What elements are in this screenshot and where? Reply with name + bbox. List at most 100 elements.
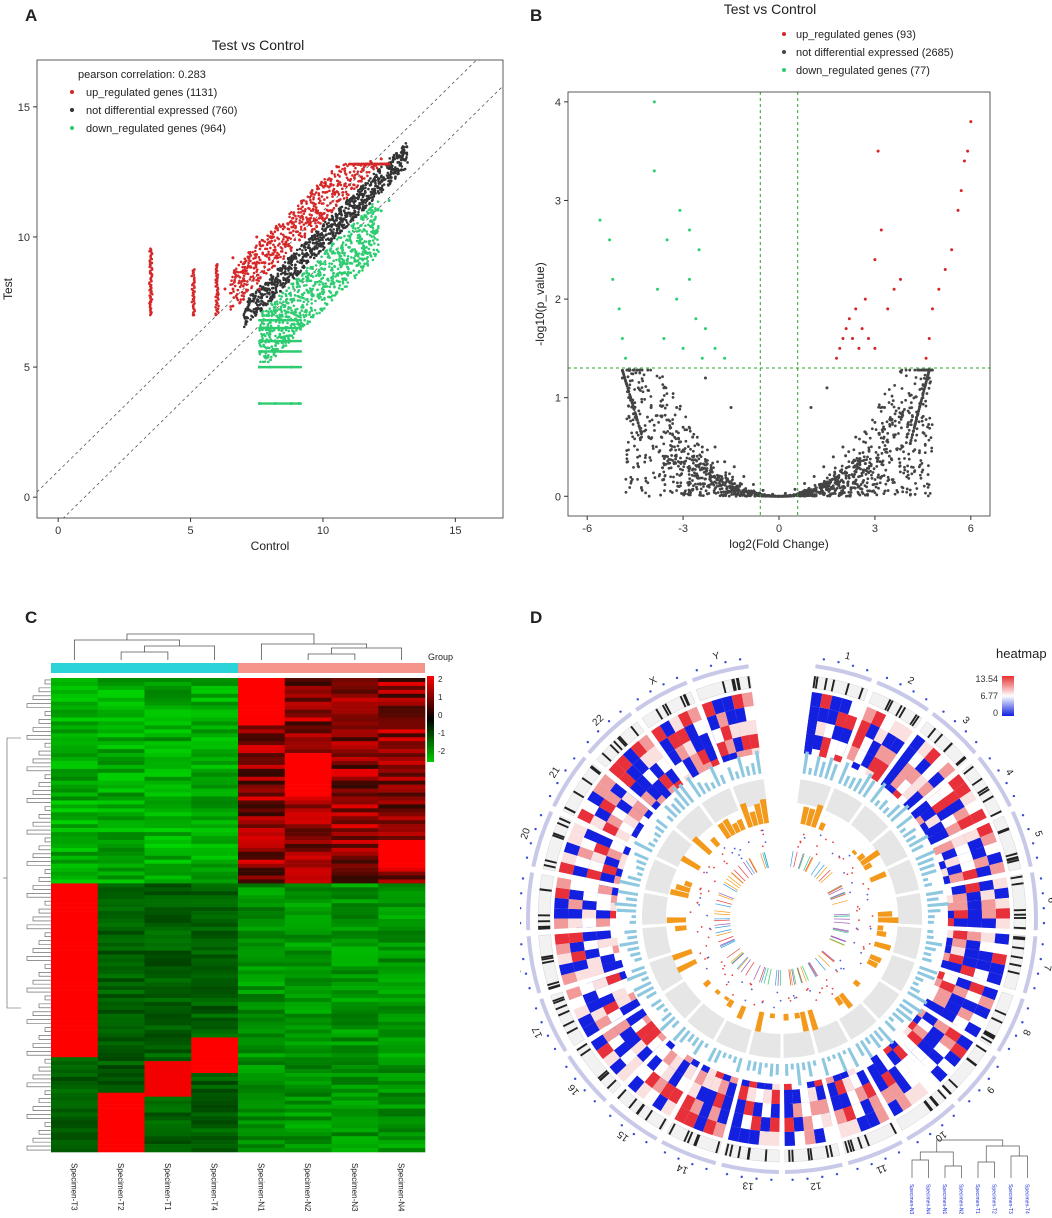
data-point — [713, 346, 717, 350]
data-point — [969, 120, 973, 124]
heatmap-cell — [284, 764, 332, 770]
data-point — [345, 258, 349, 262]
data-point — [254, 301, 258, 305]
data-point — [278, 294, 281, 298]
data-point — [720, 475, 724, 478]
heatmap-cell — [284, 689, 332, 695]
data-point — [234, 267, 238, 271]
data-point — [243, 279, 247, 283]
data-point — [285, 301, 288, 304]
data-point — [352, 205, 356, 209]
heatmap-cell — [191, 678, 239, 683]
data-point — [336, 229, 339, 232]
data-point — [263, 302, 267, 305]
heatmap-cell — [97, 839, 145, 845]
data-point — [261, 314, 264, 318]
heatmap-cell — [284, 772, 332, 778]
data-point — [718, 479, 721, 483]
data-point — [644, 428, 648, 432]
data-point — [269, 355, 273, 359]
data-point — [850, 473, 854, 476]
data-point — [633, 444, 636, 448]
data-point — [330, 298, 334, 302]
data-point — [846, 465, 849, 469]
data-point — [193, 285, 196, 288]
data-point — [343, 251, 346, 255]
data-point — [273, 308, 277, 312]
data-point — [288, 292, 291, 296]
data-point — [877, 432, 881, 435]
data-point — [837, 484, 841, 487]
data-point — [876, 475, 880, 479]
x-axis-label: log2(Fold Change) — [729, 537, 828, 551]
data-point — [698, 491, 702, 495]
heatmap-cell — [284, 753, 332, 758]
heatmap-cell — [238, 681, 286, 687]
data-point — [887, 454, 891, 458]
data-point — [332, 206, 336, 210]
data-point — [796, 492, 799, 496]
data-point — [626, 440, 630, 444]
data-point — [343, 169, 347, 173]
data-point — [274, 277, 278, 281]
data-point — [927, 438, 931, 442]
heatmap-cell — [331, 828, 379, 833]
heatmap-cell — [238, 768, 286, 774]
heatmap-cell — [191, 705, 239, 710]
data-point — [280, 313, 284, 317]
heatmap-cell — [331, 867, 379, 872]
data-point — [344, 243, 348, 247]
data-point — [397, 169, 400, 173]
data-point — [313, 193, 316, 196]
heatmap-cell — [238, 891, 286, 896]
heatmap-cell — [378, 749, 426, 754]
heatmap-cell — [378, 839, 426, 845]
data-point — [292, 332, 296, 335]
data-point — [658, 472, 662, 476]
data-point — [679, 467, 682, 471]
data-point — [673, 435, 676, 439]
data-point — [284, 292, 287, 296]
data-point — [284, 315, 288, 319]
data-point — [344, 206, 348, 210]
data-point — [258, 258, 262, 261]
heatmap-cell — [144, 915, 192, 920]
data-point — [866, 477, 870, 481]
data-point — [289, 237, 292, 240]
data-point — [362, 216, 366, 219]
data-point — [709, 464, 713, 467]
heatmap-cell — [284, 855, 332, 860]
data-point — [921, 423, 925, 427]
data-point — [646, 481, 650, 485]
data-point — [700, 356, 704, 360]
data-point — [813, 483, 817, 487]
data-point — [303, 226, 307, 230]
heatmap-cell — [144, 796, 192, 801]
data-point — [694, 317, 698, 321]
data-point — [680, 472, 684, 475]
data-point — [924, 491, 927, 495]
heatmap-cell — [378, 875, 426, 880]
data-point — [317, 217, 321, 220]
data-point — [281, 227, 285, 231]
data-point — [247, 308, 250, 312]
data-point — [329, 201, 332, 205]
heatmap-cell — [191, 812, 239, 817]
data-point — [842, 491, 845, 494]
data-point — [850, 486, 854, 490]
heatmap-cell — [378, 757, 426, 762]
heatmap-cell — [191, 859, 239, 864]
data-point — [926, 425, 929, 429]
data-point — [847, 473, 851, 477]
heatmap-cell — [144, 689, 192, 695]
data-point — [270, 295, 274, 298]
data-point — [633, 411, 637, 415]
data-point — [704, 489, 708, 493]
data-point — [285, 289, 288, 293]
data-point — [633, 437, 637, 441]
data-point — [914, 376, 918, 379]
data-point — [260, 288, 264, 291]
data-point — [345, 185, 348, 188]
data-point — [288, 267, 291, 270]
data-point — [334, 212, 338, 216]
